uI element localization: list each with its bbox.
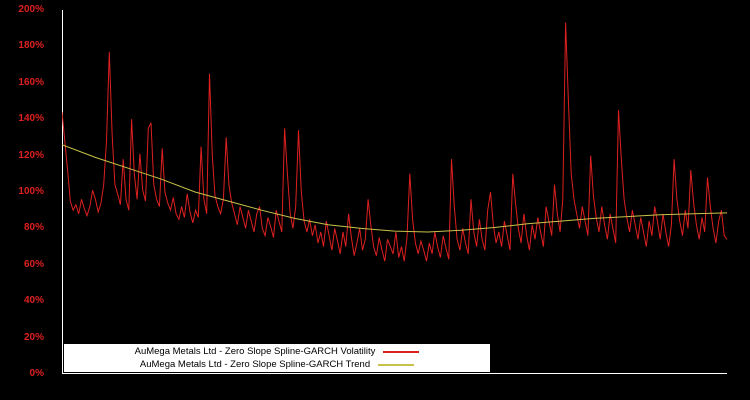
y-axis-tick-label: 20% (23, 331, 44, 343)
y-axis-tick-label: 200% (18, 4, 44, 15)
legend-line-sample-trend (378, 363, 415, 366)
y-axis-tick-label: 0% (29, 368, 44, 379)
y-axis-tick-label: 120% (18, 149, 44, 161)
trend-series-line (62, 144, 727, 233)
y-axis-tick-label: 40% (23, 295, 44, 307)
y-axis: 0% 20% 40% 60% 80% 100% 120% 140% 160% 180% 200% (0, 0, 52, 400)
legend-line-sample-volatility (383, 350, 420, 353)
y-axis-tick-label: 140% (18, 113, 44, 125)
legend-label-volatility: AuMega Metals Ltd - Zero Slope Spline-GA… (134, 346, 376, 357)
legend-item-trend: AuMega Metals Ltd - Zero Slope Spline-GA… (64, 358, 490, 371)
y-axis-tick-label: 160% (18, 76, 44, 88)
y-axis-tick-label: 100% (18, 186, 44, 197)
y-axis-tick-label: 80% (23, 222, 44, 234)
volatility-series-line (62, 22, 727, 262)
plot-area (62, 10, 727, 374)
legend-item-volatility: AuMega Metals Ltd - Zero Slope Spline-GA… (64, 345, 490, 358)
legend: AuMega Metals Ltd - Zero Slope Spline-GA… (64, 344, 490, 372)
y-axis-tick-label: 60% (23, 258, 44, 270)
legend-label-trend: AuMega Metals Ltd - Zero Slope Spline-GA… (139, 359, 371, 370)
y-axis-tick-label: 180% (18, 40, 44, 52)
